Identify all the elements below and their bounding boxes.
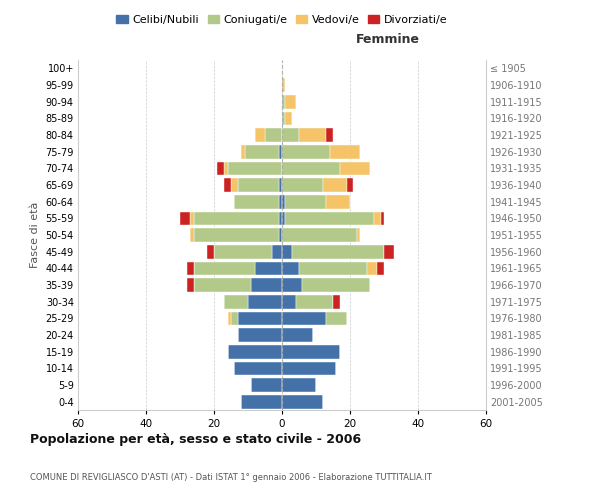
Bar: [374, 212, 380, 225]
Bar: [231, 312, 238, 325]
Bar: [207, 245, 214, 258]
Bar: [224, 178, 231, 192]
Bar: [278, 178, 282, 192]
Bar: [235, 362, 282, 375]
Bar: [282, 95, 286, 108]
Bar: [282, 295, 296, 308]
Bar: [224, 295, 248, 308]
Bar: [347, 178, 353, 192]
Bar: [367, 262, 377, 275]
Bar: [278, 145, 282, 158]
Bar: [245, 145, 278, 158]
Bar: [187, 262, 194, 275]
Bar: [282, 162, 340, 175]
Bar: [190, 212, 194, 225]
Bar: [235, 195, 278, 208]
Bar: [238, 178, 278, 192]
Bar: [282, 195, 286, 208]
Bar: [282, 212, 286, 225]
Text: Popolazione per età, sesso e stato civile - 2006: Popolazione per età, sesso e stato civil…: [30, 432, 361, 446]
Bar: [282, 378, 316, 392]
Bar: [194, 278, 251, 292]
Bar: [296, 295, 333, 308]
Bar: [282, 262, 299, 275]
Bar: [380, 212, 384, 225]
Bar: [299, 128, 326, 142]
Bar: [282, 312, 326, 325]
Bar: [357, 228, 360, 242]
Bar: [190, 228, 194, 242]
Bar: [282, 278, 302, 292]
Bar: [282, 78, 286, 92]
Bar: [299, 262, 367, 275]
Bar: [214, 245, 272, 258]
Bar: [282, 112, 286, 125]
Bar: [224, 162, 227, 175]
Bar: [194, 228, 278, 242]
Bar: [282, 362, 337, 375]
Bar: [180, 212, 190, 225]
Bar: [194, 262, 255, 275]
Bar: [241, 145, 245, 158]
Bar: [333, 295, 340, 308]
Bar: [377, 262, 384, 275]
Bar: [238, 328, 282, 342]
Bar: [282, 245, 292, 258]
Bar: [238, 312, 282, 325]
Bar: [326, 128, 333, 142]
Bar: [278, 212, 282, 225]
Text: Femmine: Femmine: [356, 33, 420, 46]
Bar: [286, 212, 374, 225]
Bar: [302, 278, 370, 292]
Bar: [282, 178, 323, 192]
Bar: [241, 395, 282, 408]
Bar: [286, 195, 326, 208]
Bar: [251, 378, 282, 392]
Bar: [227, 312, 231, 325]
Bar: [194, 212, 278, 225]
Bar: [282, 145, 329, 158]
Bar: [278, 195, 282, 208]
Bar: [384, 245, 394, 258]
Bar: [282, 128, 299, 142]
Bar: [248, 295, 282, 308]
Bar: [286, 95, 296, 108]
Bar: [282, 395, 323, 408]
Bar: [282, 328, 313, 342]
Bar: [329, 145, 360, 158]
Bar: [231, 178, 238, 192]
Bar: [282, 345, 340, 358]
Bar: [265, 128, 282, 142]
Bar: [323, 178, 347, 192]
Legend: Celibi/Nubili, Coniugati/e, Vedovi/e, Divorziati/e: Celibi/Nubili, Coniugati/e, Vedovi/e, Di…: [112, 10, 452, 29]
Bar: [292, 245, 384, 258]
Bar: [326, 312, 347, 325]
Bar: [286, 112, 292, 125]
Bar: [278, 228, 282, 242]
Y-axis label: Fasce di età: Fasce di età: [30, 202, 40, 268]
Bar: [255, 128, 265, 142]
Bar: [326, 195, 350, 208]
Bar: [251, 278, 282, 292]
Bar: [282, 228, 357, 242]
Bar: [227, 345, 282, 358]
Bar: [187, 278, 194, 292]
Bar: [255, 262, 282, 275]
Bar: [272, 245, 282, 258]
Text: COMUNE DI REVIGLIASCO D'ASTI (AT) - Dati ISTAT 1° gennaio 2006 - Elaborazione TU: COMUNE DI REVIGLIASCO D'ASTI (AT) - Dati…: [30, 473, 432, 482]
Bar: [340, 162, 370, 175]
Bar: [217, 162, 224, 175]
Bar: [227, 162, 282, 175]
